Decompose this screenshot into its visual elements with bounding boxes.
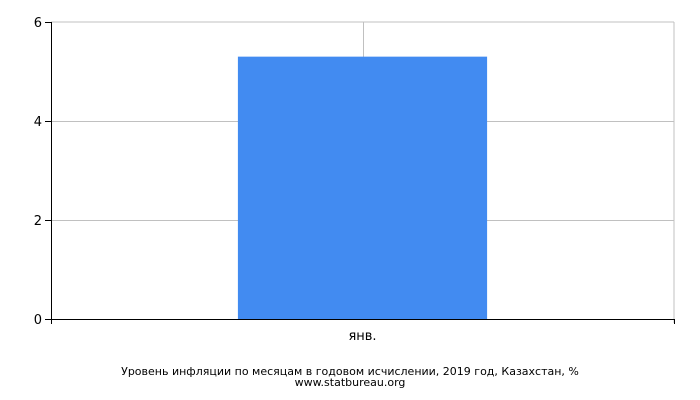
bars-layer [237,56,488,320]
y-tick-label: 6 [34,16,42,31]
chart-caption: Уровень инфляции по месяцам в годовом ис… [121,365,579,378]
source-label: www.statbureau.org [295,376,406,389]
y-tick-label: 2 [34,214,42,229]
x-category-label: янв. [348,329,376,344]
labels-layer: 0 2 4 6 янв. [34,16,377,344]
bar [237,56,488,320]
y-tick-label: 4 [34,115,42,130]
axes-layer [45,22,675,324]
y-tick-label: 0 [34,313,42,328]
